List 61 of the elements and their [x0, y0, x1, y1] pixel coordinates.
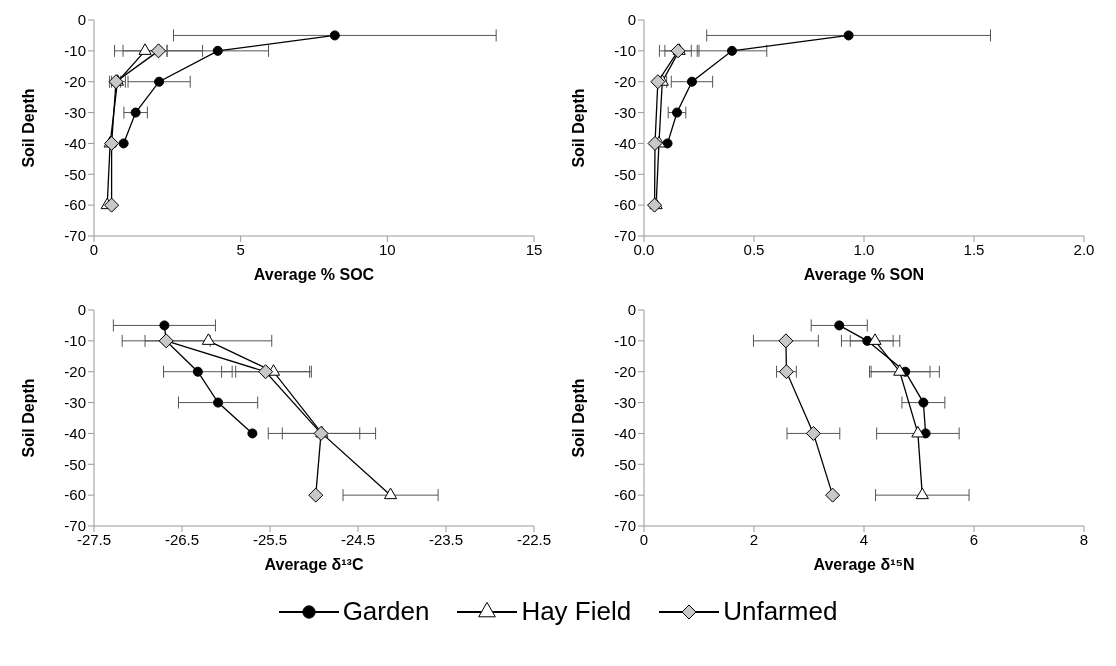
legend-label: Hay Field	[521, 596, 632, 627]
x-tick-label: -24.5	[340, 530, 376, 548]
x-tick-label: 2	[749, 530, 759, 548]
y-tick-label: -60	[614, 196, 636, 214]
y-tick-label: 0	[77, 11, 86, 29]
x-axis-title: Average % SON	[803, 266, 925, 283]
y-axis-title: Soil Depth	[19, 378, 37, 458]
x-tick-label: -23.5	[428, 530, 464, 548]
x-axis-title: Average % SOC	[253, 266, 375, 283]
x-tick-label: 2.0	[1073, 240, 1095, 258]
y-tick-label: -40	[64, 424, 86, 442]
x-tick-label: 4	[859, 530, 869, 548]
x-tick-label: 15	[525, 240, 543, 258]
x-tick-label: 8	[1079, 530, 1089, 548]
legend-label: Garden	[342, 596, 430, 627]
y-tick-label: 0	[627, 11, 636, 29]
x-tick-label: 0	[639, 530, 649, 548]
y-tick-label: -40	[614, 424, 636, 442]
y-tick-label: -50	[614, 165, 636, 183]
legend-label: Unfarmed	[723, 596, 838, 627]
x-tick-label: 1.0	[853, 240, 875, 258]
x-axis-title: Average δ¹⁵N	[813, 556, 915, 573]
x-tick-label: 10	[378, 240, 396, 258]
x-tick-label: -26.5	[164, 530, 200, 548]
x-tick-label: 6	[969, 530, 979, 548]
y-tick-label: -60	[614, 486, 636, 504]
y-tick-label: -40	[64, 134, 86, 152]
x-tick-label: -22.5	[516, 530, 552, 548]
y-tick-label: -10	[64, 332, 86, 350]
y-tick-label: -30	[64, 103, 86, 121]
x-tick-label: 0	[89, 240, 99, 258]
y-tick-label: -50	[64, 165, 86, 183]
y-tick-label: -30	[64, 393, 86, 411]
y-tick-label: -20	[64, 363, 86, 381]
y-tick-label: -10	[64, 42, 86, 60]
y-tick-label: -70	[614, 517, 636, 535]
y-tick-label: -60	[64, 196, 86, 214]
y-tick-label: 0	[627, 301, 636, 319]
y-tick-label: 0	[77, 301, 86, 319]
y-axis-title: Soil Depth	[569, 88, 587, 168]
y-tick-label: -10	[614, 42, 636, 60]
y-tick-label: -40	[614, 134, 636, 152]
y-tick-label: -50	[64, 455, 86, 473]
y-tick-label: -70	[614, 227, 636, 245]
y-tick-label: -50	[614, 455, 636, 473]
y-axis-title: Soil Depth	[19, 88, 37, 168]
y-axis-title: Soil Depth	[569, 378, 587, 458]
x-tick-label: 0.5	[743, 240, 765, 258]
y-tick-label: -30	[614, 393, 636, 411]
x-axis-title: Average δ¹³C	[264, 556, 364, 573]
y-tick-label: -20	[614, 73, 636, 91]
y-tick-label: -30	[614, 103, 636, 121]
x-tick-label: -25.5	[252, 530, 288, 548]
y-tick-label: -20	[64, 73, 86, 91]
y-tick-label: -20	[614, 363, 636, 381]
x-tick-label: 1.5	[963, 240, 985, 258]
x-tick-label: 5	[236, 240, 245, 258]
y-tick-label: -60	[64, 486, 86, 504]
x-tick-label: 0.0	[633, 240, 655, 258]
y-tick-label: -70	[64, 227, 86, 245]
y-tick-label: -10	[614, 332, 636, 350]
